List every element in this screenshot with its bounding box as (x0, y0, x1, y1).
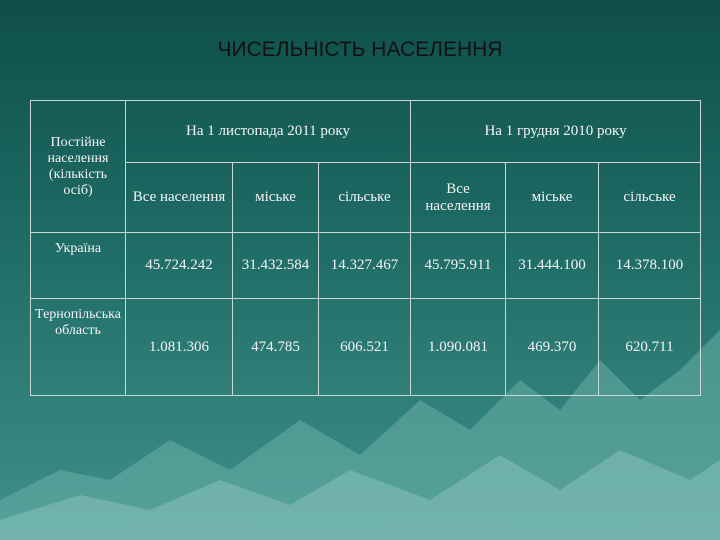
cell: 14.327.467 (317, 232, 412, 299)
title: ЧИСЕЛЬНІСТЬ НАСЕЛЕННЯ (217, 38, 503, 61)
cell: 1.081.306 (125, 298, 233, 396)
cell: 45.795.911 (410, 232, 507, 299)
cell: 469.370 (505, 298, 600, 396)
cell: 606.521 (317, 298, 412, 396)
column-header: міське (232, 162, 319, 233)
cell: 620.711 (598, 298, 702, 396)
column-header: Все населення (410, 162, 507, 233)
column-header: міське (505, 162, 600, 233)
column-header: Все населення (125, 162, 233, 233)
group-header: На 1 грудня 2010 року (410, 100, 702, 163)
cell: 45.724.242 (125, 232, 233, 299)
group-header: На 1 листопада 2011 року (124, 100, 412, 163)
row-label: Україна (30, 232, 126, 299)
cell: 14.378.100 (598, 232, 702, 299)
row-label: Тернопільська область (30, 298, 126, 396)
population-table: Постійне населення (кількість осіб) На 1… (30, 100, 702, 396)
column-header: сільське (317, 162, 412, 233)
cell: 474.785 (232, 298, 319, 396)
cell: 1.090.081 (410, 298, 507, 396)
cell: 31.432.584 (232, 232, 319, 299)
cell: 31.444.100 (505, 232, 600, 299)
column-header: сільське (598, 162, 702, 233)
corner-header: Постійне населення (кількість осіб) (30, 100, 126, 233)
